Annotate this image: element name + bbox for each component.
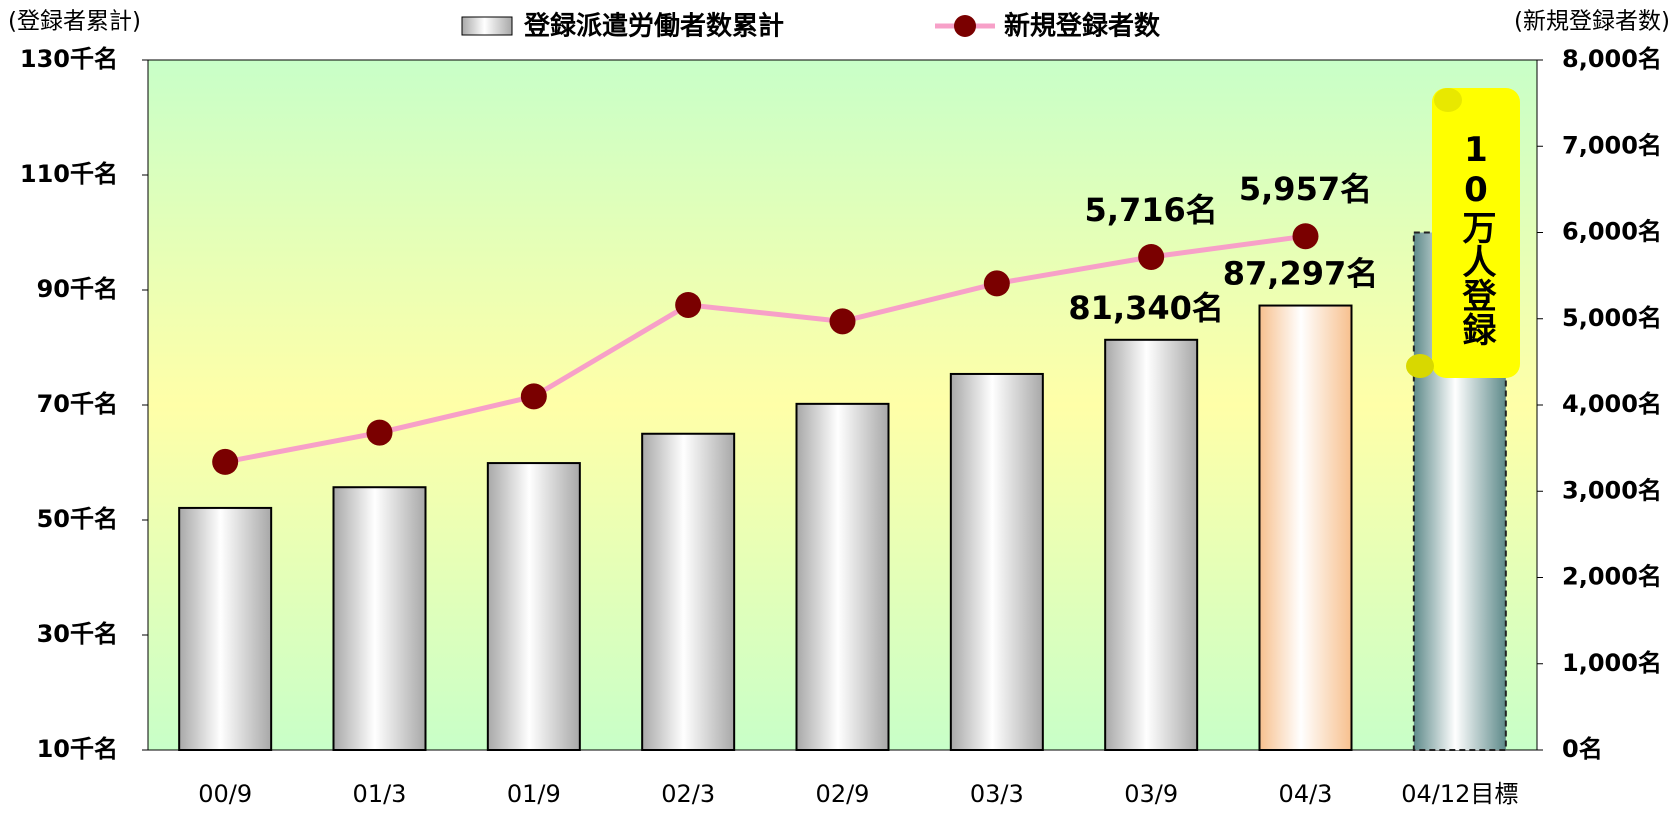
y2-tick-label: 8,000名 [1562,45,1662,73]
y-tick-label: 90千名 [37,275,118,303]
legend-marker [954,15,976,37]
y2-tick-label: 3,000名 [1562,476,1662,504]
y2-tick-label: 1,000名 [1562,649,1662,677]
bar [795,402,890,751]
line-marker [1292,223,1319,250]
line-label: 5,716名 [1085,191,1218,229]
bar [949,372,1044,751]
legend: 登録派遣労働者数累計 新規登録者数 [461,11,1161,42]
annotation-box [1432,88,1520,378]
bar [1104,338,1199,751]
x-tick-label: 03/3 [970,780,1024,808]
legend-label: 登録派遣労働者数累計 [523,11,784,42]
line-marker [1138,243,1165,270]
y2-tick-label: 2,000名 [1562,563,1662,591]
bar [178,506,273,751]
line-marker [829,308,856,335]
bar [486,462,581,751]
line-marker [366,419,393,446]
x-tick-label: 01/3 [353,780,407,808]
y-tick-label: 50千名 [37,505,118,533]
y-tick-label: 30千名 [37,620,118,648]
legend-label: 新規登録者数 [1004,11,1161,42]
annotation-curl [1434,88,1462,112]
y2-tick-label: 0名 [1562,735,1603,763]
line-label: 5,957名 [1239,170,1372,208]
x-tick-label: 03/9 [1124,780,1178,808]
y-tick-label: 70千名 [37,390,118,418]
y2-tick-label: 4,000名 [1562,390,1662,418]
line-marker [520,383,547,410]
x-tick-label: 02/3 [661,780,715,808]
line [224,233,1306,465]
y-tick-label: 10千名 [37,735,118,763]
x-tick-label: 04/12目標 [1401,780,1518,808]
y-tick-label: 130千名 [20,45,118,73]
bar-label: 81,340名 [1068,289,1224,327]
x-tick-label: 04/3 [1279,780,1333,808]
bar [332,486,427,751]
annotation: 10万人登録 [1456,130,1497,346]
x-tick-label: 01/9 [507,780,561,808]
line-marker [675,291,702,318]
y-axis-title: (登録者累計) [8,9,141,35]
line-marker [212,448,239,475]
line-marker [983,270,1010,297]
y2-tick-label: 6,000名 [1562,218,1662,246]
y-tick-label: 110千名 [20,160,118,188]
legend-swatch [461,16,513,36]
annotation-curl [1406,354,1434,378]
y2-tick-label: 5,000名 [1562,304,1662,332]
bar [641,432,736,751]
x-tick-label: 00/9 [198,780,252,808]
bar-label: 87,297名 [1223,255,1379,293]
bar [1258,304,1353,751]
y2-axis-title: (新規登録者数) [1514,9,1670,35]
y2-tick-label: 7,000名 [1562,131,1662,159]
x-tick-label: 02/9 [816,780,870,808]
